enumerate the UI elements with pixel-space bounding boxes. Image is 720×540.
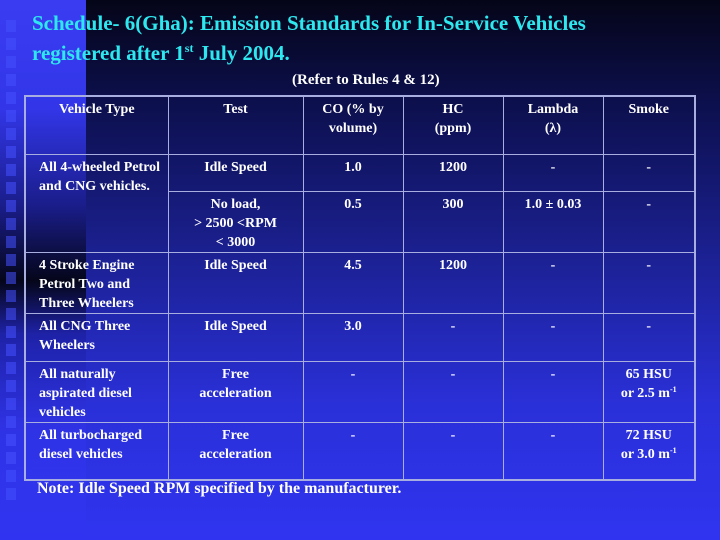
- cell-hc: 1200: [402, 251, 504, 314]
- cell-test: Free acceleration: [167, 421, 304, 481]
- cell-test: No load, > 2500 <RPM < 3000: [167, 190, 304, 253]
- cell-co: 3.0: [302, 312, 404, 362]
- cell-co: 0.5: [302, 190, 404, 253]
- header-smoke: Smoke: [602, 95, 696, 155]
- cell-vehicle-type: All 4-wheeled Petrol and CNG vehicles.: [24, 153, 169, 253]
- cell-smoke: -: [602, 190, 696, 253]
- header-test: Test: [167, 95, 304, 155]
- table-row: All CNG Three Wheelers Idle Speed 3.0 - …: [24, 312, 696, 362]
- cell-smoke: 65 HSU or 2.5 m-1: [602, 360, 696, 423]
- footnote: Note: Idle Speed RPM specified by the ma…: [37, 480, 402, 497]
- cell-lambda: -: [502, 421, 604, 481]
- title-line-1: Schedule- 6(Gha): Emission Standards for…: [32, 11, 586, 35]
- table-row: 4 Stroke Engine Petrol Two and Three Whe…: [24, 251, 696, 314]
- table-row: All turbocharged diesel vehicles Free acc…: [24, 421, 696, 481]
- cell-lambda: -: [502, 251, 604, 314]
- header-vehicle-type: Vehicle Type: [24, 95, 169, 155]
- cell-vehicle-type: All naturally aspirated diesel vehicles: [24, 360, 169, 423]
- cell-lambda: -: [502, 360, 604, 423]
- cell-vehicle-type: 4 Stroke Engine Petrol Two and Three Whe…: [24, 251, 169, 314]
- cell-vehicle-type: All turbocharged diesel vehicles: [24, 421, 169, 481]
- table-header-row: Vehicle Type Test CO (% by volume) HC (ppm…: [24, 95, 696, 155]
- table-row: All 4-wheeled Petrol and CNG vehicles. I…: [24, 153, 696, 253]
- cell-test: Idle Speed: [167, 153, 304, 192]
- cell-co: 1.0: [302, 153, 404, 192]
- header-hc: HC (ppm): [402, 95, 504, 155]
- decorative-square-strip: [6, 20, 18, 506]
- cell-smoke: 72 HSU or 3.0 m-1: [602, 421, 696, 481]
- cell-test: Idle Speed: [167, 251, 304, 314]
- cell-smoke: -: [602, 251, 696, 314]
- cell-lambda: -: [502, 153, 604, 192]
- cell-test: Idle Speed: [167, 312, 304, 362]
- slide-title: Schedule- 6(Gha): Emission Standards for…: [32, 8, 712, 68]
- cell-vehicle-type: All CNG Three Wheelers: [24, 312, 169, 362]
- title-line-2: registered after 1st July 2004.: [32, 41, 290, 65]
- rules-reference: (Refer to Rules 4 & 12): [292, 72, 440, 88]
- cell-hc: 1200: [402, 153, 504, 192]
- cell-co: -: [302, 360, 404, 423]
- cell-hc: -: [402, 421, 504, 481]
- cell-lambda: 1.0 ± 0.03: [502, 190, 604, 253]
- emission-standards-table: Vehicle Type Test CO (% by volume) HC (ppm…: [24, 95, 696, 481]
- cell-smoke: -: [602, 312, 696, 362]
- cell-lambda: -: [502, 312, 604, 362]
- cell-co: -: [302, 421, 404, 481]
- cell-test: Free acceleration: [167, 360, 304, 423]
- cell-smoke: -: [602, 153, 696, 192]
- table-row: No load, > 2500 <RPM < 3000 0.5 300 1.0 ± …: [25, 190, 696, 253]
- cell-hc: -: [402, 360, 504, 423]
- table-row: All naturally aspirated diesel vehicles …: [24, 360, 696, 423]
- cell-hc: 300: [402, 190, 504, 253]
- cell-co: 4.5: [302, 251, 404, 314]
- header-lambda: Lambda (λ): [502, 95, 604, 155]
- header-co: CO (% by volume): [302, 95, 404, 155]
- cell-hc: -: [402, 312, 504, 362]
